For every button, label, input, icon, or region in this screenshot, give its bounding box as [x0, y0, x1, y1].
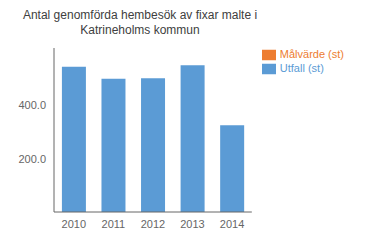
svg-text:2011: 2011: [102, 218, 126, 230]
html-text:Antal genomförda hembesök av f: Antal genomförda hembesök av fixar malte…: [22, 8, 258, 22]
svg-text:400.0: 400.0: [18, 99, 46, 111]
svg-text:2013: 2013: [180, 218, 204, 230]
svg-text:2010: 2010: [62, 218, 86, 230]
svg-text:2012: 2012: [141, 218, 165, 230]
html-text:Målvärde (st): Målvärde (st): [279, 48, 344, 60]
svg-text:2014: 2014: [220, 218, 244, 230]
svg-text:200.0: 200.0: [18, 153, 46, 165]
html-text:Utfall (st): Utfall (st): [279, 62, 324, 75]
html-text:Katrineholms kommun: Katrineholms kommun: [80, 23, 200, 37]
